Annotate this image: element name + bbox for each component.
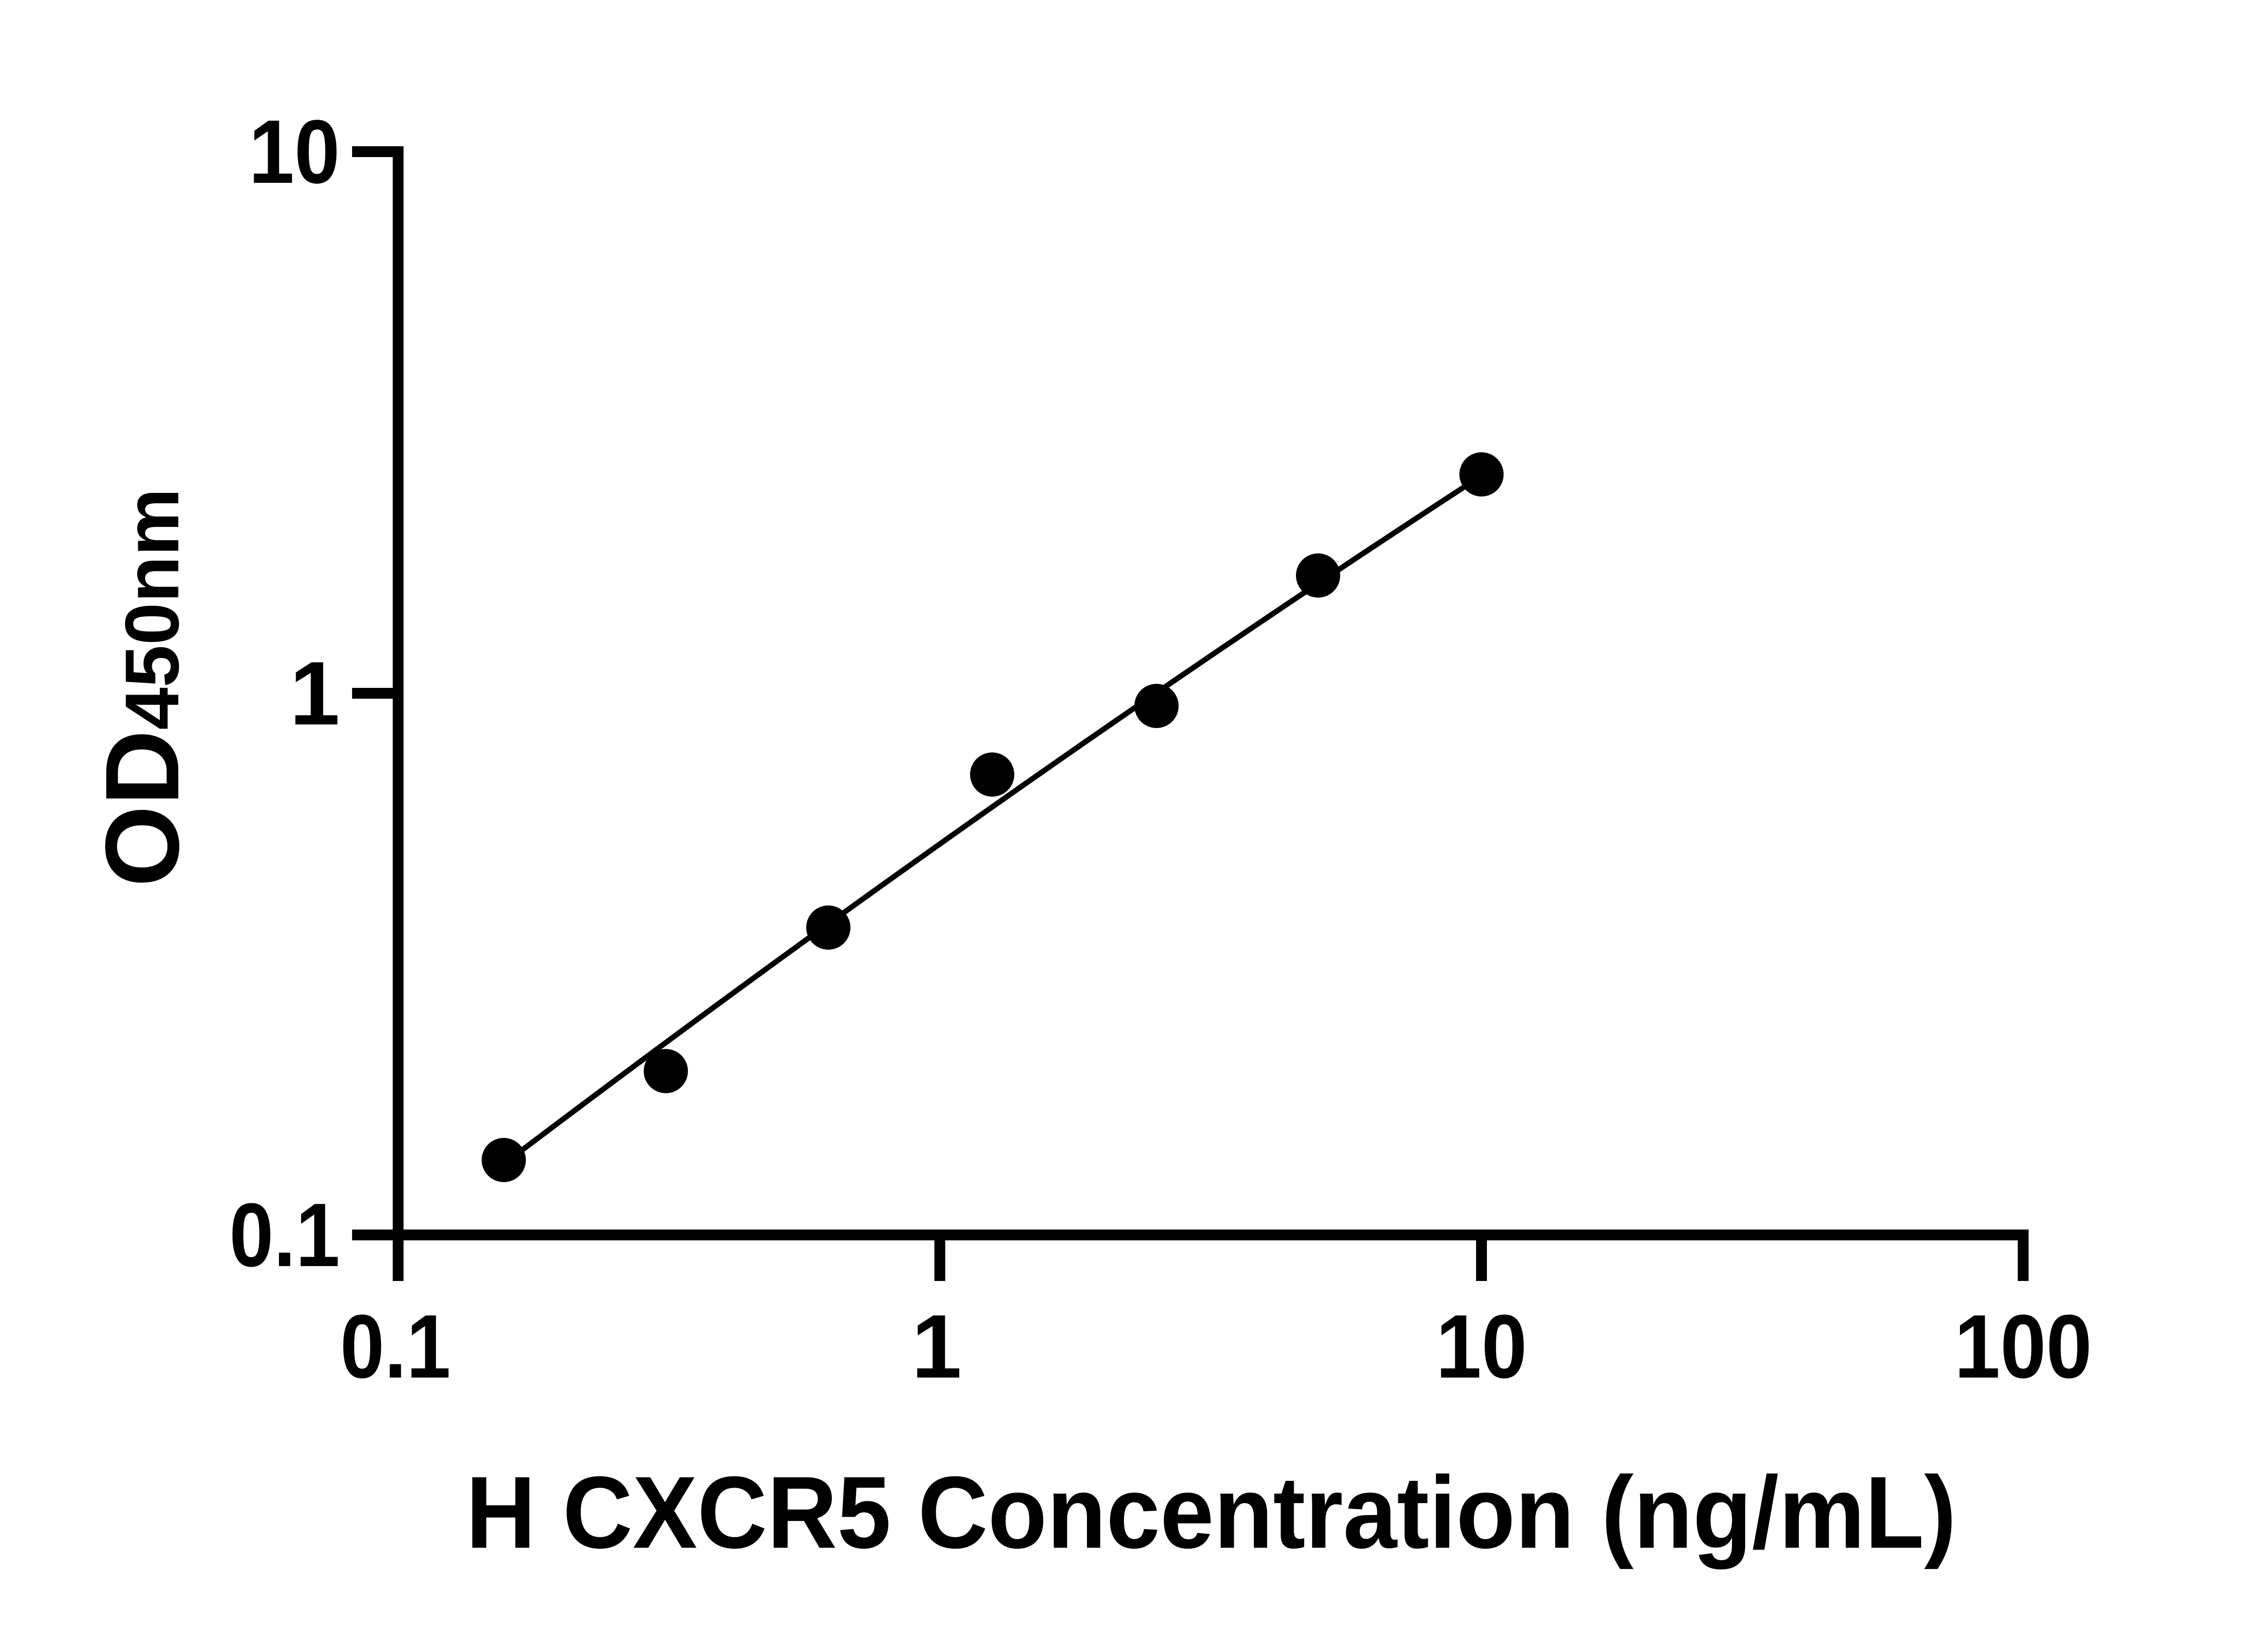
svg-text:H CXCR5 Concentration (ng/mL): H CXCR5 Concentration (ng/mL) — [466, 1456, 1956, 1570]
svg-text:1: 1 — [290, 643, 340, 744]
svg-text:0.1: 0.1 — [340, 1296, 451, 1397]
svg-text:10: 10 — [1436, 1296, 1527, 1397]
svg-text:1: 1 — [911, 1296, 961, 1397]
svg-text:0.1: 0.1 — [229, 1185, 340, 1285]
svg-text:100: 100 — [1955, 1296, 2092, 1397]
svg-text:OD450nm: OD450nm — [84, 488, 201, 887]
svg-text:10: 10 — [249, 102, 340, 202]
